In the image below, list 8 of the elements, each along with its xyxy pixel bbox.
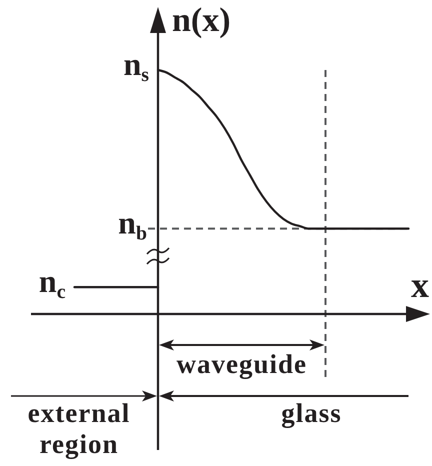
x-axis-title: x xyxy=(411,265,429,305)
annotation: n$_{s}$ xyxy=(123,46,150,86)
text: n$_{c}$ xyxy=(38,263,66,304)
text: waveguide xyxy=(176,349,307,379)
y-axis-title: n(x) xyxy=(172,2,231,39)
ref-line-label: n$_{b}$ xyxy=(118,204,147,245)
text: external region xyxy=(28,398,130,459)
text: glass xyxy=(281,398,342,428)
